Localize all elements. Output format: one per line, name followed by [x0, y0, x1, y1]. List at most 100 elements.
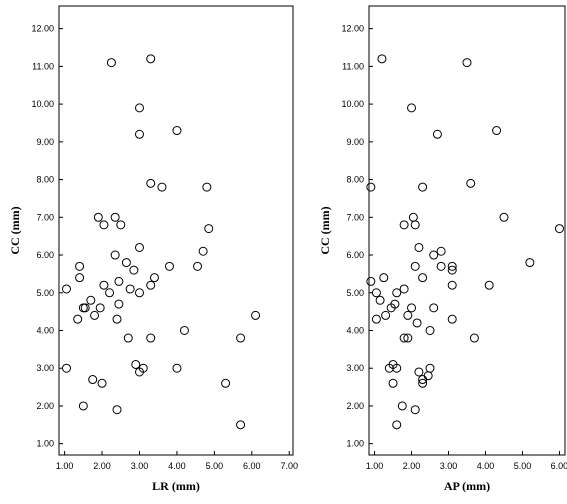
y-tick-label: 1.00 — [346, 439, 364, 449]
data-point — [125, 284, 135, 294]
data-point — [78, 303, 88, 313]
data-point — [221, 378, 231, 388]
data-point — [432, 129, 442, 139]
x-axis-label: LR (mm) — [152, 479, 200, 493]
data-point — [88, 375, 98, 385]
data-point — [462, 58, 472, 68]
data-point — [381, 310, 391, 320]
data-point — [99, 280, 109, 290]
data-point — [371, 288, 381, 298]
data-point — [525, 258, 535, 268]
data-point — [172, 126, 182, 136]
data-point — [436, 261, 446, 271]
data-point — [75, 261, 85, 271]
data-point — [146, 280, 156, 290]
x-tick-label: 6.00 — [551, 461, 567, 471]
data-point — [114, 276, 124, 286]
data-point — [418, 273, 428, 283]
x-tick-label: 5.00 — [206, 461, 224, 471]
data-point — [466, 178, 476, 188]
data-point — [418, 182, 428, 192]
data-point — [73, 314, 83, 324]
x-tick-label: 7.00 — [280, 461, 298, 471]
data-point — [408, 212, 418, 222]
data-point — [146, 333, 156, 343]
data-point — [236, 333, 246, 343]
y-tick-label: 9.00 — [346, 137, 364, 147]
data-point — [499, 212, 509, 222]
y-tick-label: 1.00 — [36, 439, 54, 449]
x-tick-label: 1.00 — [366, 461, 384, 471]
data-point — [75, 273, 85, 283]
data-point — [95, 303, 105, 313]
x-tick-label: 6.00 — [243, 461, 261, 471]
data-point — [123, 333, 133, 343]
data-point — [97, 378, 107, 388]
data-point — [392, 363, 402, 373]
scatter-panel-lr: 1.00 2.00 3.00 4.00 5.00 6.00 7.00 8.00 9.00 10.0… — [8, 5, 298, 493]
y-tick-label: 5.00 — [36, 288, 54, 298]
data-point — [447, 314, 457, 324]
data-point — [447, 265, 457, 275]
plot-frame — [368, 5, 566, 456]
data-point — [112, 314, 122, 324]
data-point — [429, 250, 439, 260]
data-point — [80, 303, 90, 313]
y-axis-label: CC (mm) — [318, 206, 332, 254]
x-tick-label: 2.00 — [403, 461, 421, 471]
data-point — [99, 220, 109, 230]
data-point — [425, 363, 435, 373]
y-tick-label: 4.00 — [36, 325, 54, 335]
data-point — [116, 220, 126, 230]
data-point — [164, 261, 174, 271]
data-point — [134, 242, 144, 252]
data-point — [414, 242, 424, 252]
data-point — [179, 325, 189, 335]
data-point — [86, 295, 96, 305]
data-point — [146, 178, 156, 188]
data-point — [388, 378, 398, 388]
data-point — [236, 420, 246, 430]
data-point — [78, 401, 88, 411]
y-tick-label: 3.00 — [346, 363, 364, 373]
data-point — [429, 303, 439, 313]
data-point — [131, 359, 141, 369]
y-tick-label: 12.00 — [341, 24, 364, 34]
scatter-panel-ap: 1.00 2.00 3.00 4.00 5.00 6.00 7.00 8.00 9.00 10.0… — [318, 5, 567, 493]
y-tick-label: 2.00 — [346, 401, 364, 411]
y-tick-label: 6.00 — [36, 250, 54, 260]
x-tick-label: 4.00 — [477, 461, 495, 471]
y-tick-label: 11.00 — [32, 61, 54, 71]
data-point — [134, 288, 144, 298]
data-point — [90, 310, 100, 320]
data-point — [407, 103, 417, 113]
x-axis-label: AP (mm) — [444, 479, 490, 493]
data-point — [375, 295, 385, 305]
x-tick-label: 3.00 — [440, 461, 458, 471]
data-point — [146, 54, 156, 64]
data-point — [379, 273, 389, 283]
y-tick-label: 11.00 — [342, 61, 364, 71]
y-tick-label: 9.00 — [36, 137, 54, 147]
data-point — [172, 363, 182, 373]
x-tick-label: 4.00 — [168, 461, 186, 471]
data-point — [447, 261, 457, 271]
data-point — [390, 299, 400, 309]
data-point — [129, 265, 139, 275]
data-point — [403, 333, 413, 343]
data-point — [61, 363, 71, 373]
data-point — [410, 261, 420, 271]
data-point — [157, 182, 167, 192]
y-tick-label: 10.00 — [31, 99, 54, 109]
data-point — [366, 276, 376, 286]
data-point — [410, 405, 420, 415]
y-tick-label: 5.00 — [346, 288, 364, 298]
data-point — [412, 318, 422, 328]
data-point — [110, 212, 120, 222]
data-point — [198, 246, 208, 256]
data-point — [106, 58, 116, 68]
data-point — [193, 261, 203, 271]
data-point — [138, 363, 148, 373]
data-point — [436, 246, 446, 256]
